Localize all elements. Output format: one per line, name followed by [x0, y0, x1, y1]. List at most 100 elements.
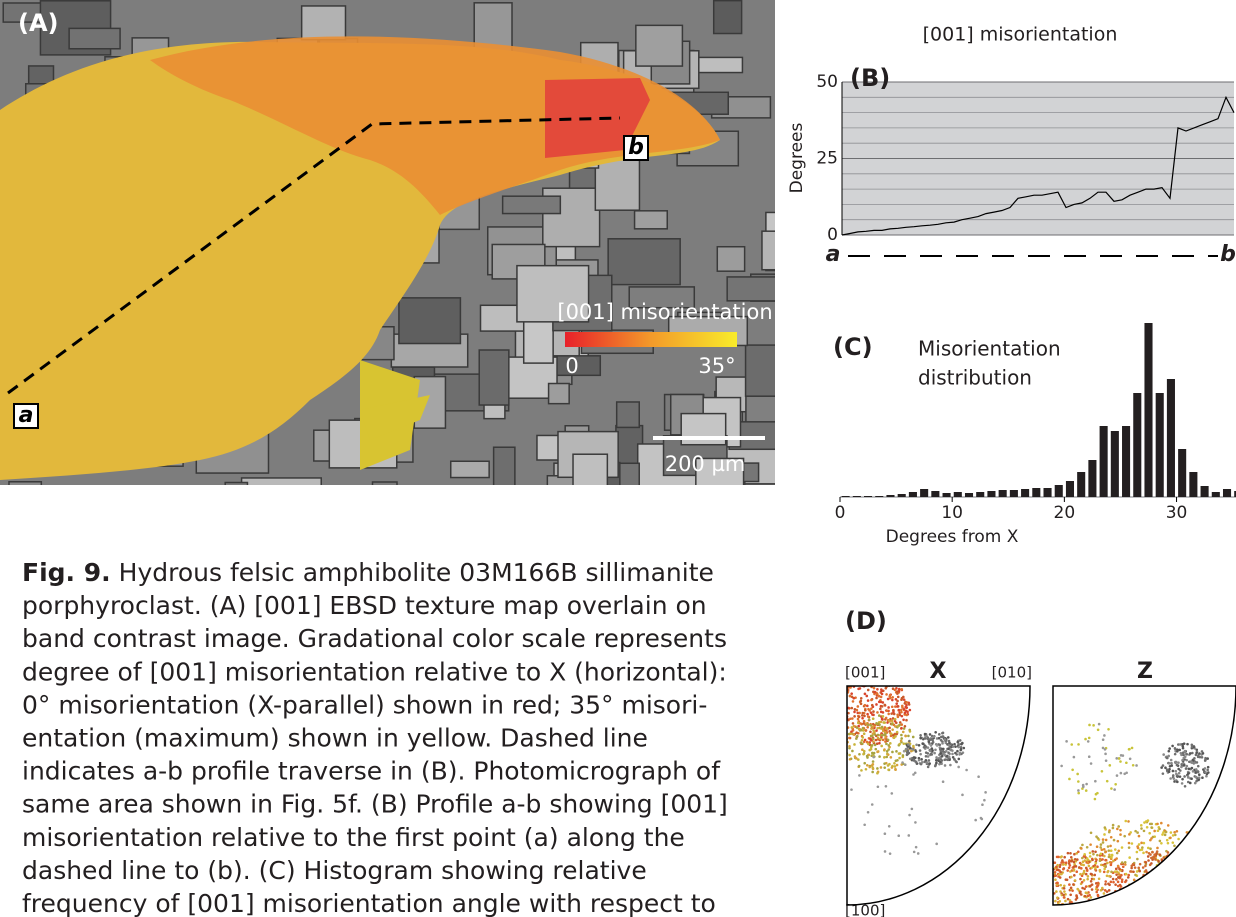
pole-point	[941, 759, 944, 762]
pole-point	[839, 715, 842, 718]
pole-point	[1162, 886, 1165, 889]
pole-point	[1162, 856, 1165, 859]
pole-point	[1043, 874, 1046, 877]
pole-point	[951, 753, 954, 756]
pole-point	[885, 743, 888, 746]
pole-point	[900, 688, 903, 691]
pole-point	[870, 699, 873, 702]
pole-point	[1164, 873, 1167, 876]
pole-point	[1159, 878, 1162, 881]
pole-point	[1124, 861, 1127, 864]
pole-point	[1194, 846, 1197, 849]
pole-point	[947, 747, 950, 750]
pole-point	[1063, 890, 1066, 893]
pole-point	[1154, 886, 1157, 889]
pole-point	[1178, 885, 1181, 888]
pole-point	[1099, 907, 1102, 910]
pole-point	[856, 735, 859, 738]
pole-point	[1136, 851, 1139, 854]
bar	[1156, 393, 1164, 497]
pole-point	[1191, 859, 1194, 862]
pole-point	[965, 769, 968, 772]
pole-point	[1155, 883, 1158, 886]
pole-point	[849, 732, 852, 735]
pole-point	[1116, 852, 1119, 855]
pole-point	[1167, 824, 1170, 827]
pole-point	[1068, 778, 1071, 781]
pole-point	[1197, 756, 1200, 759]
pole-point	[1113, 788, 1116, 791]
pole-point	[855, 731, 858, 734]
pole-point	[1180, 870, 1183, 873]
pole-point	[895, 750, 898, 753]
panel-label: (C)	[833, 333, 873, 361]
grain	[762, 231, 799, 270]
chart-title: Misorientation	[918, 337, 1061, 361]
pole-point	[840, 727, 843, 730]
pole-point	[1095, 891, 1098, 894]
pole-point	[908, 740, 911, 743]
pole-point	[850, 788, 853, 791]
pole-point	[930, 753, 933, 756]
pole-point	[860, 769, 863, 772]
pole-point	[950, 743, 953, 746]
pole-point	[925, 745, 928, 748]
pole-point	[1103, 848, 1106, 851]
pole-point	[1156, 873, 1159, 876]
pole-point	[862, 722, 865, 725]
pole-point	[1171, 861, 1174, 864]
pole-point	[1097, 882, 1100, 885]
grain	[225, 482, 247, 502]
pole-point	[1197, 865, 1200, 868]
pole-point	[1206, 769, 1209, 772]
pole-point	[933, 752, 936, 755]
pole-point	[1103, 892, 1106, 895]
grain	[494, 447, 515, 503]
pole-point	[1103, 734, 1106, 737]
pole-point	[832, 710, 835, 713]
pole-point	[942, 780, 945, 783]
bar	[1088, 460, 1096, 497]
pole-point	[1080, 863, 1083, 866]
pole-point	[1070, 743, 1073, 746]
pole-point	[1091, 888, 1094, 891]
pole-point	[1204, 759, 1207, 762]
pole-point	[887, 764, 890, 767]
pole-point	[1065, 861, 1068, 864]
pole-point	[1178, 772, 1181, 775]
grain	[635, 211, 668, 229]
pole-point	[1098, 723, 1101, 726]
pole-point	[1184, 750, 1187, 753]
pole-point	[837, 712, 840, 715]
pole-point	[932, 741, 935, 744]
pole-point	[884, 733, 887, 736]
pole-point	[839, 708, 842, 711]
pole-point	[1104, 753, 1107, 756]
pole-point	[1115, 873, 1118, 876]
pole-point	[1063, 856, 1066, 859]
pole-point	[1184, 864, 1187, 867]
pole-point	[876, 693, 879, 696]
pole-point	[1088, 865, 1091, 868]
pole-point	[1062, 894, 1065, 897]
pole-point	[1068, 862, 1071, 865]
pole-point	[872, 717, 875, 720]
caption-line: same area shown in Fig. 5f. (B) Profile …	[22, 790, 728, 819]
pole-point	[835, 693, 838, 696]
pole-point	[1156, 847, 1159, 850]
pole-point	[1198, 776, 1201, 779]
pole-point	[1125, 873, 1128, 876]
pole-point	[1055, 890, 1058, 893]
pole-point	[885, 756, 888, 759]
pole-point	[881, 681, 884, 684]
pole-point	[1188, 879, 1191, 882]
pole-point	[1083, 872, 1086, 875]
pole-point	[935, 762, 938, 765]
pole-point	[1179, 743, 1182, 746]
pole-point	[1077, 780, 1080, 783]
pole-point	[1049, 895, 1052, 898]
pole-point	[868, 718, 871, 721]
pole-point	[1112, 881, 1115, 884]
grain	[668, 481, 745, 530]
pole-point	[834, 724, 837, 727]
